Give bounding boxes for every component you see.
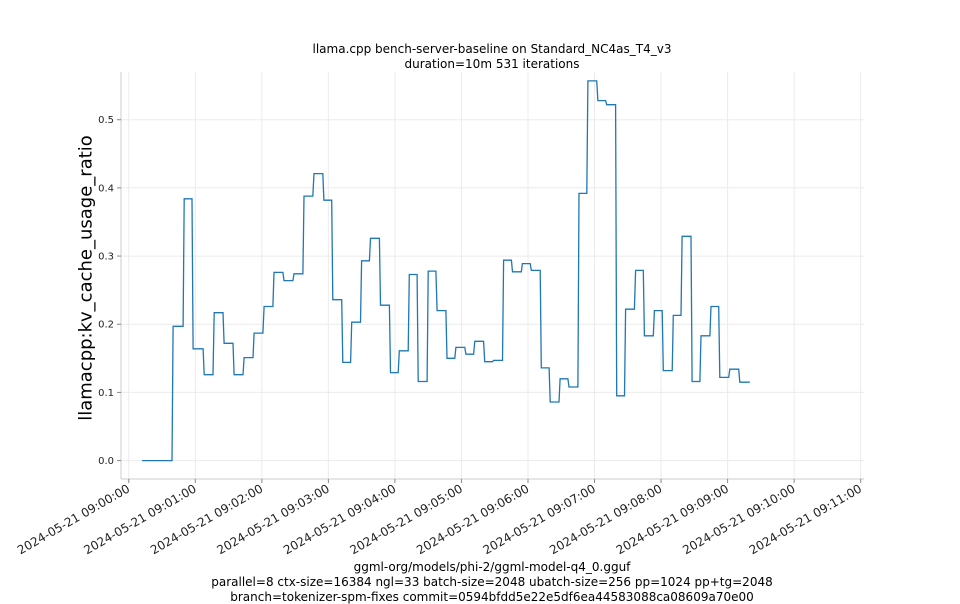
- x-tick-label: 2024-05-21 09:07:00: [481, 481, 598, 557]
- x-tick-label: 2024-05-21 09:06:00: [414, 481, 531, 557]
- y-tick-label: 0.5: [98, 115, 114, 126]
- x-tick-label: 2024-05-21 09:10:00: [680, 481, 797, 557]
- x-tick-label: 2024-05-21 09:04:00: [281, 481, 398, 557]
- footer-model: ggml-org/models/phi-2/ggml-model-q4_0.gg…: [353, 560, 631, 574]
- grid-lines: [121, 72, 864, 479]
- x-tick-label: 2024-05-21 09:01:00: [81, 481, 198, 557]
- y-tick-label: 0.4: [98, 183, 114, 194]
- x-tick-label: 2024-05-21 09:11:00: [747, 481, 864, 557]
- footer-params: parallel=8 ctx-size=16384 ngl=33 batch-s…: [211, 575, 773, 589]
- series-line: [142, 80, 750, 462]
- chart-title: llama.cpp bench-server-baseline on Stand…: [312, 42, 672, 56]
- y-tick-label: 0.1: [98, 388, 114, 399]
- x-tick-label: 2024-05-21 09:02:00: [148, 481, 265, 557]
- y-tick-label: 0.0: [98, 456, 114, 467]
- footer-branch: branch=tokenizer-spm-fixes commit=0594bf…: [230, 590, 754, 604]
- x-tick-label: 2024-05-21 09:03:00: [214, 481, 331, 557]
- y-tick-label: 0.3: [98, 252, 114, 263]
- x-tick-label: 2024-05-21 09:09:00: [614, 481, 731, 557]
- x-tick-label: 2024-05-21 09:00:00: [15, 481, 132, 557]
- y-axis-ticks: 0.0 0.1 0.2 0.3 0.4 0.5: [98, 115, 121, 467]
- x-tick-label: 2024-05-21 09:08:00: [547, 481, 664, 557]
- chart-subtitle: duration=10m 531 iterations: [404, 57, 580, 71]
- axes-spines: [120, 72, 864, 480]
- y-tick-label: 0.2: [98, 320, 114, 331]
- y-axis-label: llamacpp:kv_cache_usage_ratio: [75, 135, 97, 421]
- x-tick-label: 2024-05-21 09:05:00: [348, 481, 465, 557]
